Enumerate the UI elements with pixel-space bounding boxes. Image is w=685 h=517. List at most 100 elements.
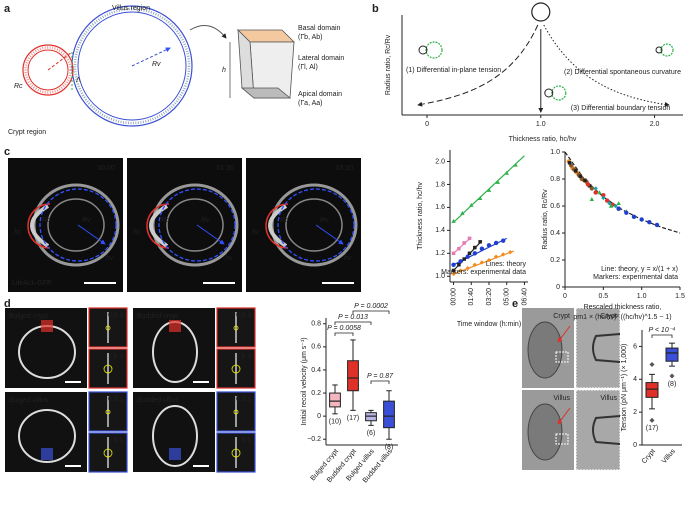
icon: [418, 45, 428, 55]
x-tick-label: 1.0: [536, 121, 546, 128]
y-tick-label: −0.2: [307, 436, 321, 443]
x-tick-label: 00:00: [450, 288, 457, 306]
marker: [639, 217, 644, 222]
image-label: hc: [133, 229, 141, 236]
x-axis-label: pm1 × (hc/hv)² ((hc/hv)^1.5 − 1): [573, 314, 671, 321]
time-label: 1.6 s: [236, 353, 252, 360]
x-axis-label: Time window (h:min): [457, 321, 521, 328]
marker: [465, 254, 470, 259]
image-title: Budded crypt: [137, 313, 178, 320]
y-tick-label: 0: [556, 284, 560, 291]
pointer: [557, 325, 571, 343]
x-tick-label: 0.5: [598, 293, 608, 300]
label: h: [222, 67, 226, 74]
x-tick-label: 1.5: [675, 293, 685, 300]
image-title: Crypt: [600, 313, 617, 320]
annotation: (1) Differential in-plane tension: [406, 67, 501, 74]
y-axis-label: Initial recoil velocity (μm s⁻¹): [301, 337, 308, 425]
box: [665, 347, 679, 362]
crypt-arc: [265, 203, 289, 249]
cut-mark: [103, 364, 113, 374]
marker: [451, 262, 456, 267]
scale-bar: [65, 381, 81, 383]
p-value: P = 0.0058: [327, 325, 361, 332]
zoom-box: [555, 433, 569, 445]
scale-bar: [193, 465, 209, 467]
panel-label: e: [512, 298, 518, 310]
micrograph: [127, 158, 242, 292]
stain-label: LifeAct–GFP: [12, 280, 52, 287]
marker: [649, 417, 655, 423]
image-title: Villus: [600, 395, 617, 402]
scale-bar: [65, 465, 81, 467]
marker: [604, 198, 610, 203]
y-axis-label: Radius ratio, Rc/Rv: [542, 189, 549, 250]
marker: [589, 197, 595, 202]
box: [383, 400, 395, 429]
micrograph: [246, 158, 361, 292]
x-tick-label: 2.0: [650, 121, 660, 128]
image-label: Rc: [280, 217, 289, 224]
image-label: Rc: [42, 217, 51, 224]
marker: [467, 236, 472, 241]
marker: [486, 243, 492, 248]
label: (Γb, Ab): [298, 34, 322, 41]
x-tick-label: 05:00: [504, 288, 511, 306]
y-tick-label: 1.4: [435, 227, 445, 234]
rv-line: [131, 47, 171, 67]
zoom-box: [555, 351, 569, 363]
ablation-site: [41, 448, 53, 460]
time-label: 1.6 s: [108, 437, 124, 444]
marker: [508, 249, 513, 255]
p-value: P = 0.013: [338, 314, 368, 321]
n-label: (8): [385, 444, 394, 451]
label: (Γl, Al): [298, 64, 318, 71]
scale-bar: [193, 381, 209, 383]
image-label: hv: [106, 255, 114, 262]
zoom-image: [575, 307, 621, 389]
scale-bar: [322, 282, 354, 284]
zoom-image: [575, 389, 621, 471]
cut-mark: [231, 364, 241, 374]
x-tick-label: 0: [563, 293, 567, 300]
marker: [479, 260, 485, 265]
y-tick-label: 0.6: [311, 344, 321, 351]
n-label: (8): [668, 381, 677, 388]
marker: [493, 254, 499, 259]
p-value: P = 0.0002: [354, 303, 388, 310]
icon: [425, 41, 443, 59]
y-tick-label: 0.2: [311, 390, 321, 397]
cut-mark: [231, 448, 241, 458]
crypt-cells: [24, 46, 72, 94]
y-tick-label: 2: [633, 409, 637, 416]
rc-line: [47, 51, 73, 71]
marker: [458, 268, 463, 273]
time-label: 0.0 s: [108, 312, 124, 319]
p-bracket: [334, 332, 354, 336]
label: (Γa, Aa): [298, 100, 322, 107]
marker: [573, 169, 578, 173]
scale-bar: [203, 282, 235, 284]
label: Rc: [14, 83, 23, 90]
annotation: (2) Differential spontaneous curvature: [564, 69, 681, 76]
panel-label: a: [4, 3, 11, 15]
marker: [462, 241, 466, 245]
crypt-outer: [22, 44, 74, 96]
marker: [578, 174, 583, 179]
organoid: [527, 321, 563, 379]
marker: [593, 186, 598, 191]
marker: [607, 201, 612, 206]
p-value: P = 0.87: [367, 373, 394, 380]
curve-in-plane: [417, 24, 539, 107]
marker: [451, 251, 456, 256]
timestamp: 00:00: [97, 165, 115, 172]
organoid: [527, 403, 563, 461]
villus-ring: [39, 188, 117, 262]
curve-curvature: [543, 24, 670, 107]
marker: [462, 257, 466, 261]
marker: [608, 203, 614, 208]
organoid: [18, 409, 76, 463]
rv-arrow: [77, 224, 106, 245]
marker: [613, 203, 618, 209]
marker: [451, 268, 456, 273]
